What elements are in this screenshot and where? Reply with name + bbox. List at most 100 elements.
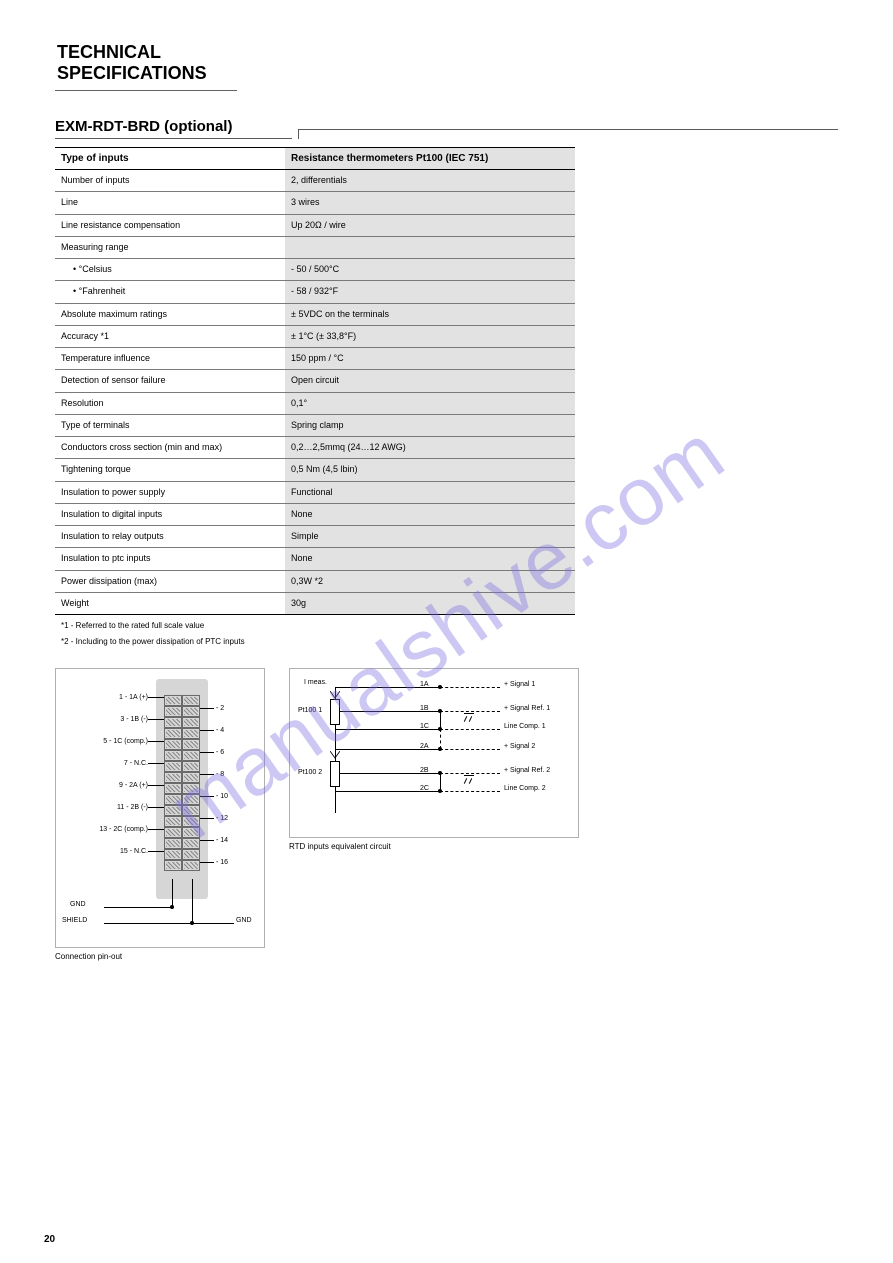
spec-value: ± 1°C (± 33,8°F) [285,326,575,347]
spec-value: Up 20Ω / wire [285,215,575,236]
pin-label-left: 9 - 2A (+) [62,782,148,789]
footnote-2: *2 - Including to the power dissipation … [61,637,838,647]
spec-value: None [285,548,575,569]
spec-row: Line3 wires [55,192,575,214]
section-heading-row: EXM-RDT-BRD (optional) [55,111,838,139]
specs-header-row: Type of inputs Resistance thermometers P… [55,147,575,170]
spec-label: Detection of sensor failure [55,370,285,391]
pt2-label: Pt100 2 [298,769,322,776]
spec-value: - 50 / 500°C [285,259,575,280]
comp2-label: Line Comp. 2 [504,785,546,792]
pin-label-right: - 12 [216,815,228,822]
spec-value: Simple [285,526,575,547]
spec-label: Tightening torque [55,459,285,480]
spec-label: Insulation to power supply [55,482,285,503]
page-title-box: TECHNICAL SPECIFICATIONS [55,40,237,91]
spec-value: None [285,504,575,525]
spec-row: Accuracy *1± 1°C (± 33,8°F) [55,326,575,348]
specs-table: Type of inputs Resistance thermometers P… [55,147,575,615]
spec-label: Number of inputs [55,170,285,191]
ground-icon [462,775,476,785]
ref2-label: + Signal Ref. 2 [504,767,550,774]
sig2-label: + Signal 2 [504,743,535,750]
section-heading: EXM-RDT-BRD (optional) [55,118,292,139]
spec-row: Number of inputs2, differentials [55,170,575,192]
spec-label: Conductors cross section (min and max) [55,437,285,458]
spec-row: Insulation to relay outputsSimple [55,526,575,548]
spec-label: Measuring range [55,237,285,258]
spec-value: 3 wires [285,192,575,213]
pin-grid [164,695,200,871]
specs-header-value: Resistance thermometers Pt100 (IEC 751) [285,148,575,169]
spec-label: Type of terminals [55,415,285,436]
pin-label-left: 1 - 1A (+) [62,694,148,701]
spec-row: Power dissipation (max)0,3W *2 [55,571,575,593]
spec-value: 0,5 Nm (4,5 lbin) [285,459,575,480]
specs-header-label: Type of inputs [55,148,285,169]
spec-label: • °Celsius [55,259,285,280]
spec-label: Accuracy *1 [55,326,285,347]
spec-row: Insulation to power supplyFunctional [55,482,575,504]
spec-label: Insulation to relay outputs [55,526,285,547]
spec-label: Resolution [55,393,285,414]
spec-label: • °Fahrenheit [55,281,285,302]
spec-value: 0,1° [285,393,575,414]
pin-label-left: 13 - 2C (comp.) [62,826,148,833]
spec-row: Type of terminalsSpring clamp [55,415,575,437]
ref1-label: + Signal Ref. 1 [504,705,550,712]
spec-value [285,237,575,258]
spec-row: • °Fahrenheit- 58 / 932°F [55,281,575,303]
spec-row: Insulation to ptc inputsNone [55,548,575,570]
figure-pinout: 1 - 1A (+) 3 - 1B (-) 5 - 1C (comp.) 7 - N.… [55,668,265,961]
spec-label: Insulation to digital inputs [55,504,285,525]
title-line-1: TECHNICAL [57,42,207,63]
pin-label-right: - 2 [216,705,224,712]
page-number: 20 [44,1234,55,1245]
pin-label-right: - 8 [216,771,224,778]
spec-row: Temperature influence150 ppm / °C [55,348,575,370]
pin-label-left: 7 - N.C. [62,760,148,767]
pinout-box: 1 - 1A (+) 3 - 1B (-) 5 - 1C (comp.) 7 - N.… [55,668,265,948]
gnd-label-1: GND [70,901,86,908]
pin-label-left: 15 - N.C. [62,848,148,855]
spec-row: Resolution0,1° [55,393,575,415]
pin-label-right: - 6 [216,749,224,756]
pt100-1 [330,699,340,725]
spec-label: Temperature influence [55,348,285,369]
title-line-2: SPECIFICATIONS [57,63,207,84]
pin-label-right: - 16 [216,859,228,866]
imeas-label: I meas. [304,679,327,686]
comp1-label: Line Comp. 1 [504,723,546,730]
spec-label: Line resistance compensation [55,215,285,236]
spec-row: Measuring range [55,237,575,259]
spec-value: - 58 / 932°F [285,281,575,302]
pt1-label: Pt100 1 [298,707,322,714]
ground-icon [462,713,476,723]
pin-label-left: 3 - 1B (-) [62,716,148,723]
spec-row: • °Celsius- 50 / 500°C [55,259,575,281]
pinout-caption: Connection pin-out [55,952,265,961]
spec-row: Absolute maximum ratings± 5VDC on the te… [55,304,575,326]
pt100-2 [330,761,340,787]
spec-label: Insulation to ptc inputs [55,548,285,569]
pin-label-right: - 4 [216,727,224,734]
spec-row: Detection of sensor failureOpen circuit [55,370,575,392]
pin-label-right: - 10 [216,793,228,800]
diagrams-row: 1 - 1A (+) 3 - 1B (-) 5 - 1C (comp.) 7 - N.… [55,668,838,961]
spec-row: Insulation to digital inputsNone [55,504,575,526]
spec-value: 0,3W *2 [285,571,575,592]
pin-label-right: - 14 [216,837,228,844]
spec-value: ± 5VDC on the terminals [285,304,575,325]
figure-schematic: I meas. Pt100 1 1A 1B 1C + Signal 1 + Si… [289,668,579,961]
gnd-label-2: GND [236,917,252,924]
spec-value: 150 ppm / °C [285,348,575,369]
spec-label: Power dissipation (max) [55,571,285,592]
pin-label-left: 5 - 1C (comp.) [62,738,148,745]
spec-row: Weight30g [55,593,575,615]
spec-label: Absolute maximum ratings [55,304,285,325]
spec-label: Line [55,192,285,213]
spec-row: Conductors cross section (min and max)0,… [55,437,575,459]
spec-value: Spring clamp [285,415,575,436]
spec-value: Functional [285,482,575,503]
spec-row: Tightening torque0,5 Nm (4,5 lbin) [55,459,575,481]
